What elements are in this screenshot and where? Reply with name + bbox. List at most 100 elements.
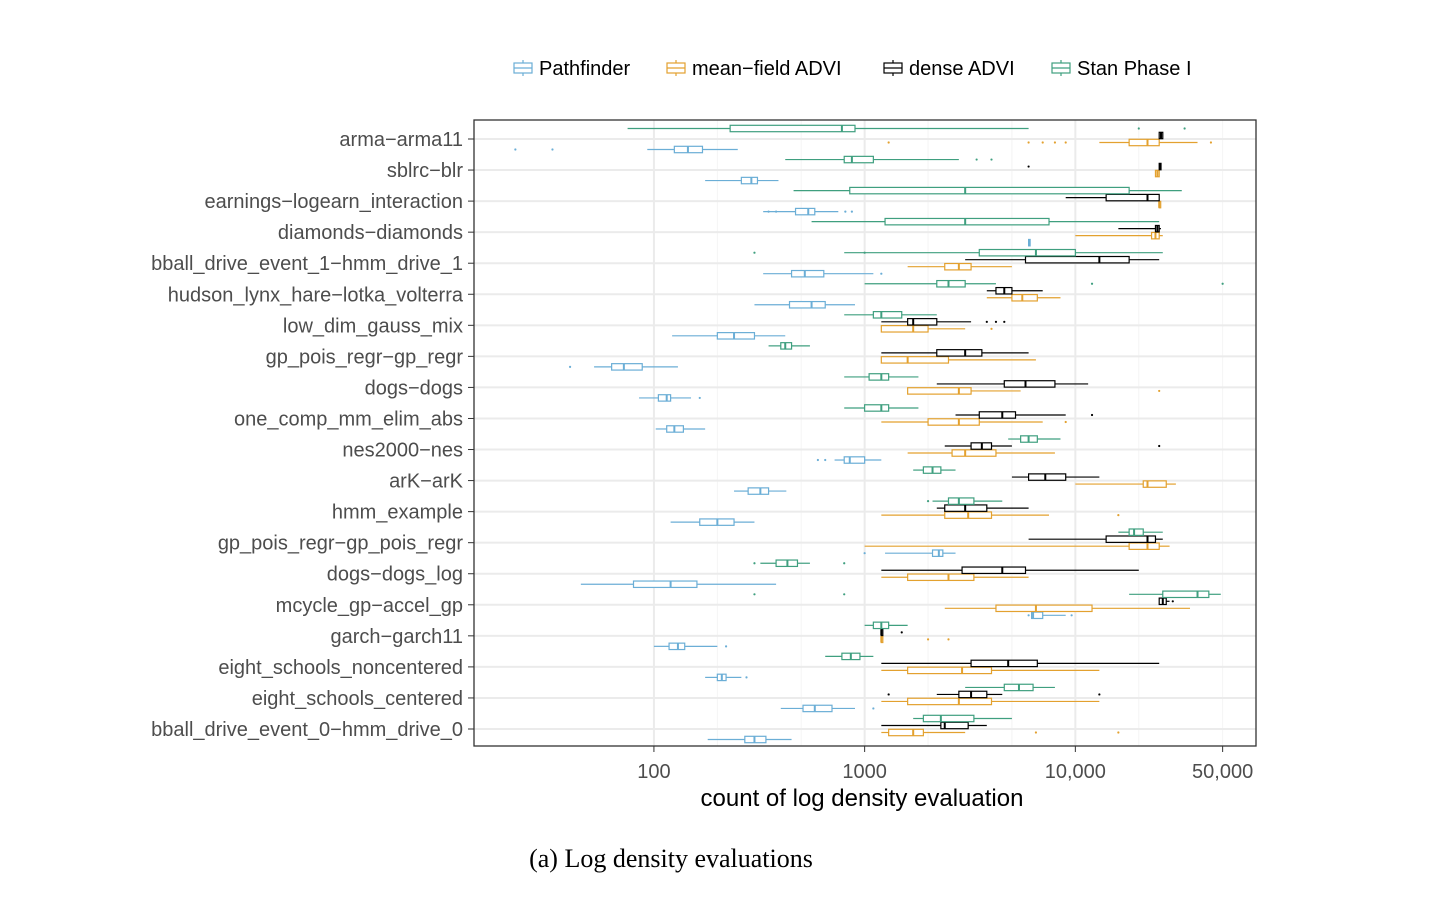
outlier-point (1117, 731, 1120, 734)
outlier-point (1053, 141, 1057, 144)
box-iqr (958, 690, 988, 699)
box-iqr (1162, 590, 1210, 599)
box-denseadvi (1011, 473, 1100, 481)
box-meanfieldadvi (880, 325, 993, 333)
box-denseadvi (986, 286, 1043, 295)
box-stanphasei (1008, 435, 1061, 443)
x-tick-label: 50,000 (1192, 761, 1253, 783)
outlier-point (1209, 141, 1213, 144)
outlier-point (975, 158, 978, 161)
box-iqr (790, 269, 825, 278)
y-tick-label: earnings−logearn_interaction (204, 191, 463, 213)
outlier-point (1064, 141, 1067, 144)
outlier-point (1183, 127, 1186, 130)
outlier-point (1098, 693, 1101, 696)
legend-label: Stan Phase I (1077, 58, 1192, 80)
outlier-point (824, 458, 827, 462)
box-iqr (843, 155, 874, 164)
y-tick-label: nes2000−nes (342, 440, 463, 462)
legend-item: Pathfinder (513, 58, 631, 80)
outlier-point (767, 210, 770, 213)
box-stanphasei (753, 248, 1163, 257)
box-iqr (1128, 528, 1144, 536)
box-stanphasei (825, 652, 874, 661)
outlier-point (1041, 141, 1044, 144)
outlier-point (568, 365, 572, 368)
box-iqr (794, 207, 816, 216)
box-iqr (947, 497, 975, 505)
box-iqr (1028, 473, 1067, 481)
outlier-point (872, 707, 875, 710)
outlier-point (1090, 282, 1094, 285)
outlier-point (1158, 389, 1161, 393)
box-iqr (668, 642, 686, 651)
box-iqr (1003, 380, 1056, 388)
outlier-point (1064, 420, 1067, 424)
box-iqr (931, 549, 944, 557)
y-tick-label: bball_drive_event_1−hmm_drive_1 (151, 253, 463, 275)
outlier-point (1070, 614, 1073, 617)
box-denseadvi (1118, 224, 1162, 233)
box-stanphasei (864, 279, 1224, 288)
y-tick-label: hudson_lynx_hare−lotka_volterra (168, 284, 464, 306)
box-pathfinder (568, 363, 678, 371)
box-stanphasei (844, 373, 919, 381)
box-iqr (843, 456, 866, 464)
box-stanphasei (811, 217, 1160, 226)
box-iqr (864, 404, 890, 412)
box-stanphasei (753, 559, 846, 568)
x-tick-label: 100 (637, 761, 670, 783)
box-pathfinder (763, 269, 883, 278)
box-pathfinder (763, 207, 853, 216)
box-pathfinder (754, 300, 855, 309)
box-denseadvi (955, 411, 1094, 419)
box-meanfieldadvi (881, 728, 1120, 737)
outlier-point (926, 500, 930, 503)
box-iqr (788, 300, 826, 309)
y-tick-label: arma−arma11 (339, 129, 463, 151)
outlier-point (850, 210, 853, 213)
x-tick-label: 10,000 (1045, 761, 1106, 783)
box-stanphasei (913, 714, 1012, 723)
box-meanfieldadvi (887, 138, 1213, 147)
box-iqr (740, 176, 759, 185)
y-tick-label: eight_schools_centered (252, 688, 463, 710)
outlier-point (698, 396, 701, 400)
box-iqr (1011, 293, 1038, 302)
outlier-point (1034, 731, 1038, 734)
box-stanphasei (1118, 528, 1163, 536)
x-axis: 100 1000 10,000 50,000 (637, 746, 1253, 783)
x-tick-label: 1000 (842, 761, 887, 783)
outlier-point (774, 210, 778, 213)
box-stanphasei (926, 497, 1003, 505)
box-stanphasei (793, 186, 1182, 195)
box-iqr (657, 394, 672, 402)
outlier-point (514, 148, 517, 151)
box-iqr (951, 449, 997, 457)
outlier-point (843, 562, 846, 565)
outlier-point (990, 158, 993, 161)
legend-item: Stan Phase I (1051, 58, 1192, 80)
y-tick-label: dogs−dogs_log (327, 564, 463, 586)
y-tick-label: sblrc−blr (387, 160, 463, 182)
legend-label: Pathfinder (539, 58, 631, 80)
box-iqr (1128, 542, 1160, 550)
box-iqr (995, 604, 1093, 613)
box-iqr (907, 318, 938, 326)
y-tick-label: arK−arK (389, 471, 464, 493)
outlier-point (863, 552, 866, 555)
box-iqr (1128, 138, 1160, 147)
outlier-point (1090, 413, 1094, 417)
outlier-point (753, 593, 756, 596)
box-iqr (1105, 193, 1160, 202)
outlier-point (985, 320, 988, 323)
box-pathfinder (707, 735, 792, 744)
y-tick-label: garch−garch11 (331, 626, 464, 648)
outlier-point (887, 693, 890, 696)
box-pathfinder (780, 704, 875, 713)
outlier-point (994, 320, 998, 323)
box-iqr (611, 363, 643, 371)
box-meanfieldadvi (907, 387, 1161, 395)
gridlines (474, 120, 1256, 746)
